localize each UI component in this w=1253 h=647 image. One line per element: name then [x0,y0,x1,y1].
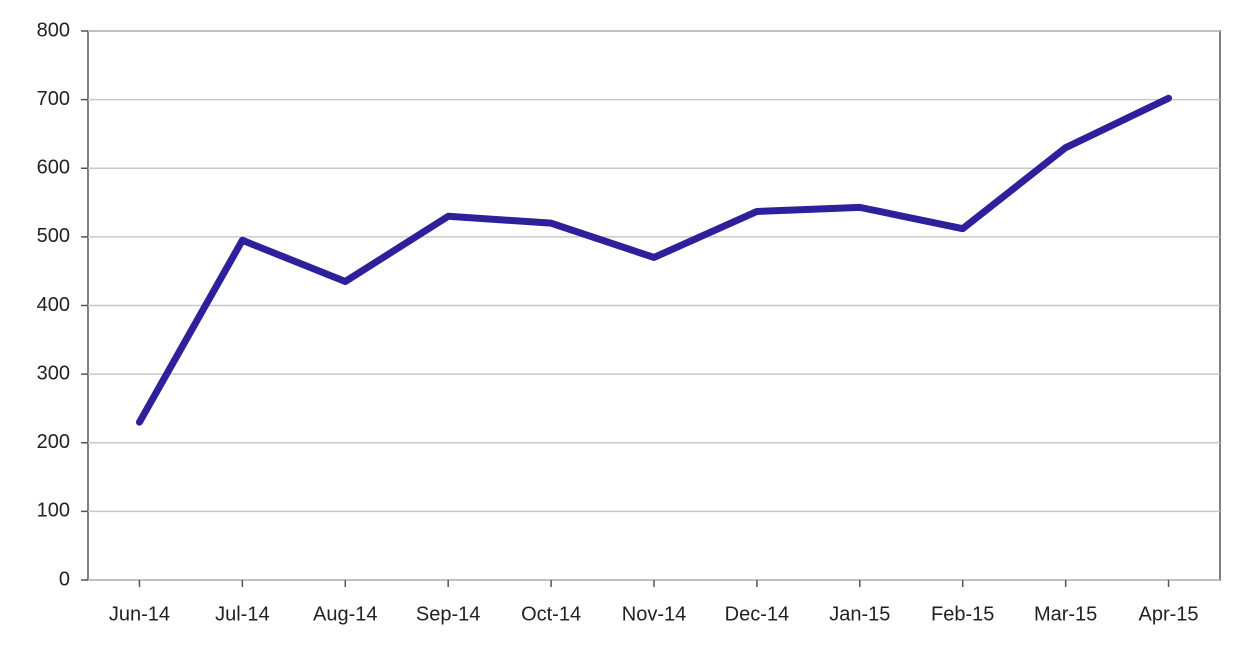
x-tick-label: Jan-15 [829,603,890,625]
x-tick-label: Feb-15 [931,603,994,625]
x-tick-label: Oct-14 [521,603,581,625]
y-tick-label: 500 [37,225,70,247]
x-tick-label: Jul-14 [215,603,269,625]
y-tick-label: 800 [37,19,70,41]
x-tick-label: Aug-14 [313,603,378,625]
y-tick-label: 400 [37,294,70,316]
y-tick-label: 200 [37,431,70,453]
y-tick-label: 300 [37,362,70,384]
y-tick-label: 600 [37,157,70,179]
data-line [135,94,1173,426]
x-tick-label: Nov-14 [622,603,686,625]
y-tick-label: 0 [59,568,70,590]
x-tick-label: Apr-15 [1139,603,1199,625]
x-tick-label: Mar-15 [1034,603,1097,625]
y-tick-label: 100 [37,500,70,522]
x-tick-label: Sep-14 [416,603,481,625]
x-tick-label: Jun-14 [109,603,170,625]
x-tick-label: Dec-14 [725,603,789,625]
y-tick-label: 700 [37,88,70,110]
